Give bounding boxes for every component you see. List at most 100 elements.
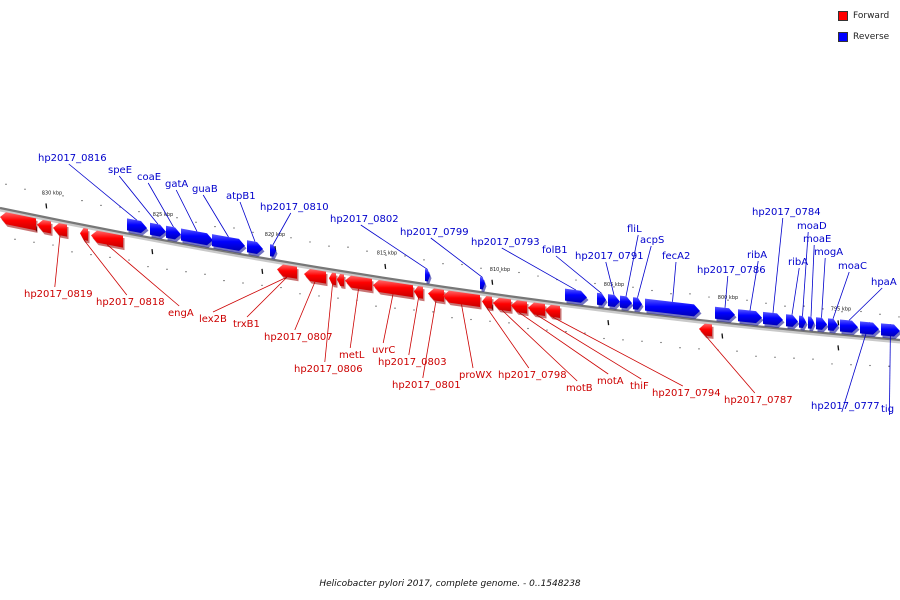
gene-label-gata[interactable]: gatA (165, 179, 188, 190)
gene-hp2017-0816-arrow[interactable] (127, 218, 147, 234)
gene-hp2017-0802-arrow[interactable] (425, 269, 430, 282)
gene-label-hp2017-0777[interactable]: hp2017_0777 (811, 401, 880, 412)
gene-hp2017-0784-arrow[interactable] (763, 311, 783, 326)
gene-hp2017-0793-arrow[interactable] (565, 288, 587, 303)
gene-label-tig[interactable]: tig (881, 404, 894, 415)
gene-hp2017-0786-arrow[interactable] (715, 306, 735, 321)
gene-fwd-1-arrow[interactable] (37, 219, 51, 234)
gene-label-lex2b[interactable]: lex2B (199, 314, 227, 325)
gene-label-hp2017-0798[interactable]: hp2017_0798 (498, 370, 567, 381)
gene-label-hp2017-0816[interactable]: hp2017_0816 (38, 153, 107, 164)
gene-label-guab[interactable]: guaB (192, 184, 218, 195)
gene-label-mota[interactable]: motA (597, 376, 624, 387)
gene-label-hp2017-0787[interactable]: hp2017_0787 (724, 395, 793, 406)
ruler-dot (366, 250, 368, 252)
gene-folb1-arrow[interactable] (597, 292, 606, 306)
gene-fwd-10-arrow[interactable] (373, 280, 413, 298)
gene-label-hp2017-0784[interactable]: hp2017_0784 (752, 207, 821, 218)
gene-atpb1-arrow[interactable] (247, 240, 263, 255)
leader-line (382, 294, 394, 344)
gene-fwd-16-arrow[interactable] (511, 300, 527, 314)
gene-moae-arrow[interactable] (808, 316, 814, 329)
gene-acps-arrow[interactable] (633, 297, 642, 310)
ruler-dot (423, 259, 425, 261)
gene-riba-arrow[interactable] (786, 314, 798, 327)
leader-line (147, 182, 174, 228)
gene-label-hp2017-0806[interactable]: hp2017_0806 (294, 364, 363, 375)
gene-label-hp2017-0786[interactable]: hp2017_0786 (697, 265, 766, 276)
gene-label-hp2017-0799[interactable]: hp2017_0799 (400, 227, 469, 238)
gene-guab-arrow[interactable] (212, 234, 245, 251)
gene-flil-arrow[interactable] (620, 295, 632, 309)
gene-label-atpb1[interactable]: atpB1 (226, 191, 256, 202)
gene-label-riba[interactable]: ribA (747, 250, 767, 261)
leader-line (791, 267, 800, 315)
ruler-dot (603, 337, 605, 340)
gene-fwd-12-arrow[interactable] (428, 288, 444, 302)
gene-label-riba[interactable]: ribA (788, 257, 808, 268)
gene-moga-arrow[interactable] (816, 317, 827, 330)
gene-fwd-3-arrow[interactable] (80, 227, 88, 241)
gene-label-thif[interactable]: thiF (630, 381, 649, 392)
gene-fwd-8-arrow[interactable] (337, 273, 344, 287)
ruler-dot (261, 284, 263, 286)
gene-fwd-5-arrow[interactable] (277, 264, 297, 279)
gene-label-acps[interactable]: acpS (640, 235, 664, 246)
gene-moad-arrow[interactable] (799, 315, 806, 328)
gene-label-hp2017-0794[interactable]: hp2017_0794 (652, 388, 721, 399)
ruler-dot (860, 310, 862, 313)
gene-label-folb1[interactable]: folB1 (542, 245, 568, 256)
gene-label-hp2017-0791[interactable]: hp2017_0791 (575, 251, 644, 262)
gene-fwd-11-arrow[interactable] (414, 285, 423, 299)
gene-hp2017-0799-arrow[interactable] (480, 277, 485, 290)
gene-label-trxb1[interactable]: trxB1 (233, 319, 260, 330)
gene-riba-arrow[interactable] (738, 309, 762, 324)
gene-moac-arrow[interactable] (828, 318, 838, 331)
gene-label-hp2017-0807[interactable]: hp2017_0807 (264, 332, 333, 343)
gene-label-uvrc[interactable]: uvrC (372, 345, 395, 356)
gene-hp2017-0791-arrow[interactable] (608, 294, 620, 307)
ruler-tick (837, 320, 840, 326)
gene-fwd-14-arrow[interactable] (482, 295, 492, 309)
gene-label-moac[interactable]: moaC (838, 261, 867, 272)
gene-spee-arrow[interactable] (150, 222, 166, 237)
gene-fwd-0-arrow[interactable] (0, 212, 36, 231)
gene-label-hp2017-0802[interactable]: hp2017_0802 (330, 214, 399, 225)
gene-label-metl[interactable]: metL (339, 350, 365, 361)
gene-gata-arrow[interactable] (181, 228, 213, 246)
gene-label-coae[interactable]: coaE (137, 172, 161, 183)
gene-label-moad[interactable]: moaD (797, 221, 827, 232)
gene-fwd-17-arrow[interactable] (528, 302, 545, 316)
gene-label-hpaa[interactable]: hpaA (871, 277, 897, 288)
gene-label-spee[interactable]: speE (108, 165, 132, 176)
gene-fwd-7-arrow[interactable] (329, 272, 336, 286)
gene-fwd-6-arrow[interactable] (304, 268, 326, 284)
gene-hp2017-0810-arrow[interactable] (270, 244, 276, 257)
gene-label-feca2[interactable]: fecA2 (662, 251, 690, 262)
gene-hp2017-0777-arrow[interactable] (860, 321, 879, 335)
gene-hpaa-arrow[interactable] (840, 319, 858, 333)
gene-fwd-13-arrow[interactable] (443, 290, 480, 308)
gene-label-moae[interactable]: moaE (803, 234, 831, 245)
gene-label-hp2017-0819[interactable]: hp2017_0819 (24, 289, 93, 300)
gene-label-hp2017-0818[interactable]: hp2017_0818 (96, 297, 165, 308)
gene-fwd-2-arrow[interactable] (53, 223, 67, 237)
gene-feca2-arrow[interactable] (645, 298, 700, 317)
gene-label-hp2017-0801[interactable]: hp2017_0801 (392, 380, 461, 391)
gene-label-moga[interactable]: mogA (814, 247, 843, 258)
gene-fwd-15-arrow[interactable] (493, 297, 511, 312)
gene-fwd-18-arrow[interactable] (545, 304, 560, 318)
ruler-dot (508, 322, 510, 324)
gene-label-hp2017-0803[interactable]: hp2017_0803 (378, 357, 447, 368)
gene-label-hp2017-0793[interactable]: hp2017_0793 (471, 237, 540, 248)
gene-fwd-9-arrow[interactable] (345, 275, 372, 291)
gene-fwd-4-arrow[interactable] (91, 230, 123, 248)
gene-label-enga[interactable]: engA (168, 308, 194, 319)
gene-label-flil[interactable]: fliL (627, 224, 642, 235)
gene-label-hp2017-0810[interactable]: hp2017_0810 (260, 202, 329, 213)
gene-label-prowx[interactable]: proWX (459, 370, 492, 381)
gene-fwd-19-arrow[interactable] (699, 323, 712, 337)
gene-label-motb[interactable]: motB (566, 383, 593, 394)
gene-tig-arrow[interactable] (881, 323, 900, 337)
gene-coae-arrow[interactable] (166, 225, 181, 240)
